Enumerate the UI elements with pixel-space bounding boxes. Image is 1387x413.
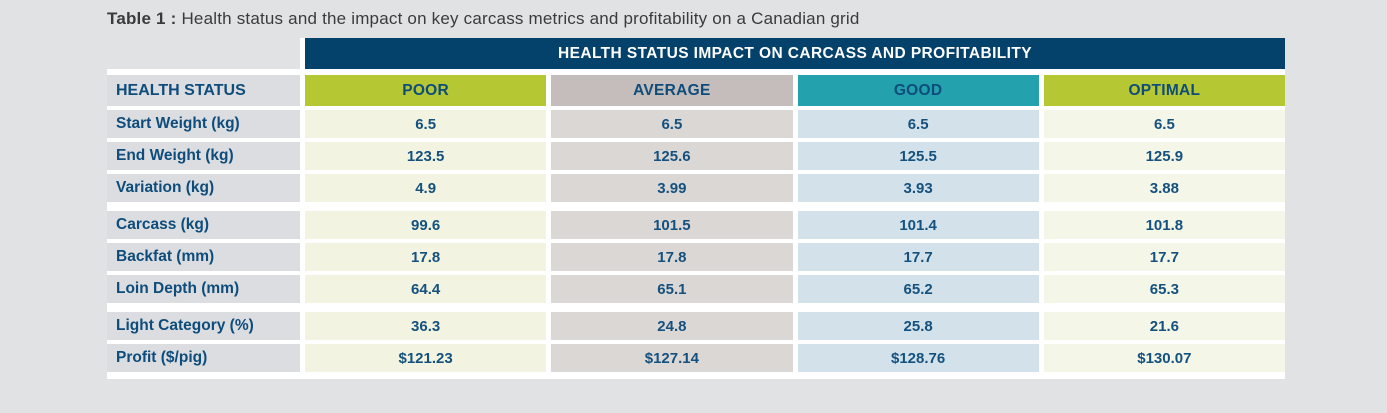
value-cell: 17.7 <box>797 243 1039 271</box>
table-caption: Table 1 : Health status and the impact o… <box>107 9 1387 29</box>
value-cell: 17.8 <box>305 243 547 271</box>
value-cell: 4.9 <box>305 174 547 202</box>
value-cell: 3.93 <box>797 174 1039 202</box>
value-cell: 3.99 <box>551 174 793 202</box>
table-caption-text: Health status and the impact on key carc… <box>176 9 860 28</box>
row-label: Profit ($/pig) <box>107 344 300 372</box>
value-cell: 65.1 <box>551 275 793 303</box>
value-cell: 123.5 <box>305 142 547 170</box>
value-cell: 64.4 <box>305 275 547 303</box>
column-header-row: HEALTH STATUS POOR AVERAGE GOOD OPTIMAL <box>107 75 1285 106</box>
row-label: Loin Depth (mm) <box>107 275 300 303</box>
value-cell: $130.07 <box>1043 344 1285 372</box>
value-cell: 6.5 <box>1043 110 1285 138</box>
value-cell: 36.3 <box>305 312 547 340</box>
row-label: Carcass (kg) <box>107 211 300 239</box>
row-label: Start Weight (kg) <box>107 110 300 138</box>
table-row-loin-depth: Loin Depth (mm) 64.4 65.1 65.2 65.3 <box>107 275 1285 303</box>
value-cell: 21.6 <box>1043 312 1285 340</box>
value-cell: $128.76 <box>797 344 1039 372</box>
column-header-good: GOOD <box>797 75 1039 106</box>
banner-corner-spacer <box>107 38 300 69</box>
value-cell: 101.8 <box>1043 211 1285 239</box>
column-header-poor: POOR <box>305 75 547 106</box>
row-label: Light Category (%) <box>107 312 300 340</box>
value-cell: 125.9 <box>1043 142 1285 170</box>
table-banner: HEALTH STATUS IMPACT ON CARCASS AND PROF… <box>305 38 1285 69</box>
table-row-start-weight: Start Weight (kg) 6.5 6.5 6.5 6.5 <box>107 110 1285 138</box>
value-cell: 17.8 <box>551 243 793 271</box>
value-cell: $121.23 <box>305 344 547 372</box>
value-cell: 125.5 <box>797 142 1039 170</box>
row-label: End Weight (kg) <box>107 142 300 170</box>
value-cell: 3.88 <box>1043 174 1285 202</box>
value-cell: 6.5 <box>797 110 1039 138</box>
table-row-variation: Variation (kg) 4.9 3.99 3.93 3.88 <box>107 174 1285 202</box>
corner-header-health-status: HEALTH STATUS <box>107 75 300 106</box>
value-cell: 99.6 <box>305 211 547 239</box>
row-label: Backfat (mm) <box>107 243 300 271</box>
value-cell: 101.4 <box>797 211 1039 239</box>
row-label: Variation (kg) <box>107 174 300 202</box>
table-row-profit: Profit ($/pig) $121.23 $127.14 $128.76 $… <box>107 344 1285 372</box>
value-cell: 101.5 <box>551 211 793 239</box>
table-row-backfat: Backfat (mm) 17.8 17.8 17.7 17.7 <box>107 243 1285 271</box>
value-cell: 6.5 <box>551 110 793 138</box>
value-cell: 25.8 <box>797 312 1039 340</box>
value-cell: 65.3 <box>1043 275 1285 303</box>
column-header-average: AVERAGE <box>551 75 793 106</box>
table-row-end-weight: End Weight (kg) 123.5 125.6 125.5 125.9 <box>107 142 1285 170</box>
column-header-optimal: OPTIMAL <box>1043 75 1285 106</box>
table-caption-number: Table 1 : <box>107 9 177 28</box>
value-cell: 125.6 <box>551 142 793 170</box>
value-cell: 17.7 <box>1043 243 1285 271</box>
banner-row: HEALTH STATUS IMPACT ON CARCASS AND PROF… <box>107 38 1285 69</box>
table-row-light-category: Light Category (%) 36.3 24.8 25.8 21.6 <box>107 312 1285 340</box>
value-cell: 65.2 <box>797 275 1039 303</box>
health-status-table: HEALTH STATUS IMPACT ON CARCASS AND PROF… <box>107 38 1285 379</box>
value-cell: 6.5 <box>305 110 547 138</box>
table-row-carcass: Carcass (kg) 99.6 101.5 101.4 101.8 <box>107 211 1285 239</box>
value-cell: $127.14 <box>551 344 793 372</box>
value-cell: 24.8 <box>551 312 793 340</box>
